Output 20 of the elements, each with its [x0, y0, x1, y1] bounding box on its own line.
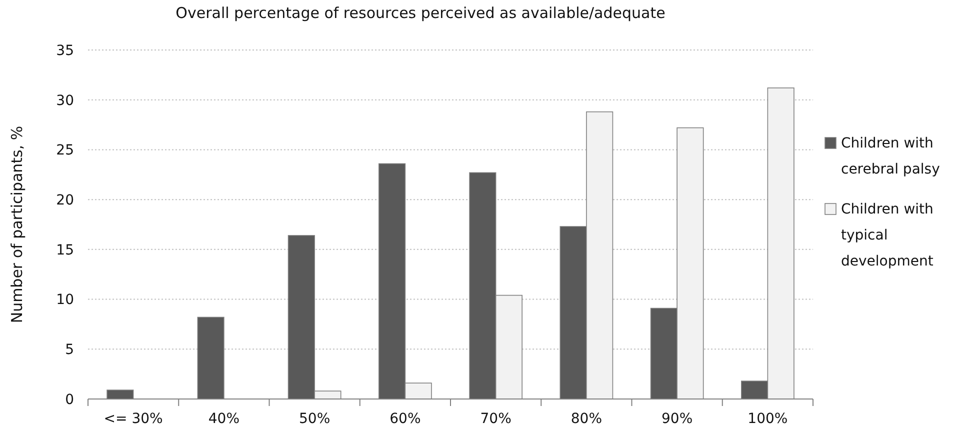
legend-label: Children with cerebral palsy	[841, 136, 940, 178]
x-tick-label: 80%	[570, 411, 602, 427]
x-tick-label: <= 30%	[104, 411, 163, 427]
y-tick-label: 30	[56, 92, 74, 109]
y-tick-label: 15	[56, 242, 74, 258]
y-tick-label: 20	[56, 192, 74, 208]
y-tick-label: 5	[65, 342, 74, 358]
x-tick-label: 100%	[748, 411, 788, 427]
x-tick-label: 40%	[208, 411, 240, 427]
y-axis-title: Number of participants, %	[8, 126, 26, 324]
x-tick-label: 50%	[299, 411, 330, 427]
x-tick-label: 90%	[662, 411, 693, 427]
x-tick-label: 70%	[480, 411, 512, 427]
y-tick-label: 10	[56, 292, 74, 308]
legend-label: Children with typical development	[841, 202, 934, 270]
y-tick-label: 25	[56, 142, 74, 159]
y-tick-label: 35	[56, 42, 74, 59]
chart-title: Overall percentage of resources perceived as available/adequate	[176, 4, 666, 22]
x-tick-label: 60%	[390, 411, 421, 427]
y-tick-label: 0	[65, 392, 74, 408]
